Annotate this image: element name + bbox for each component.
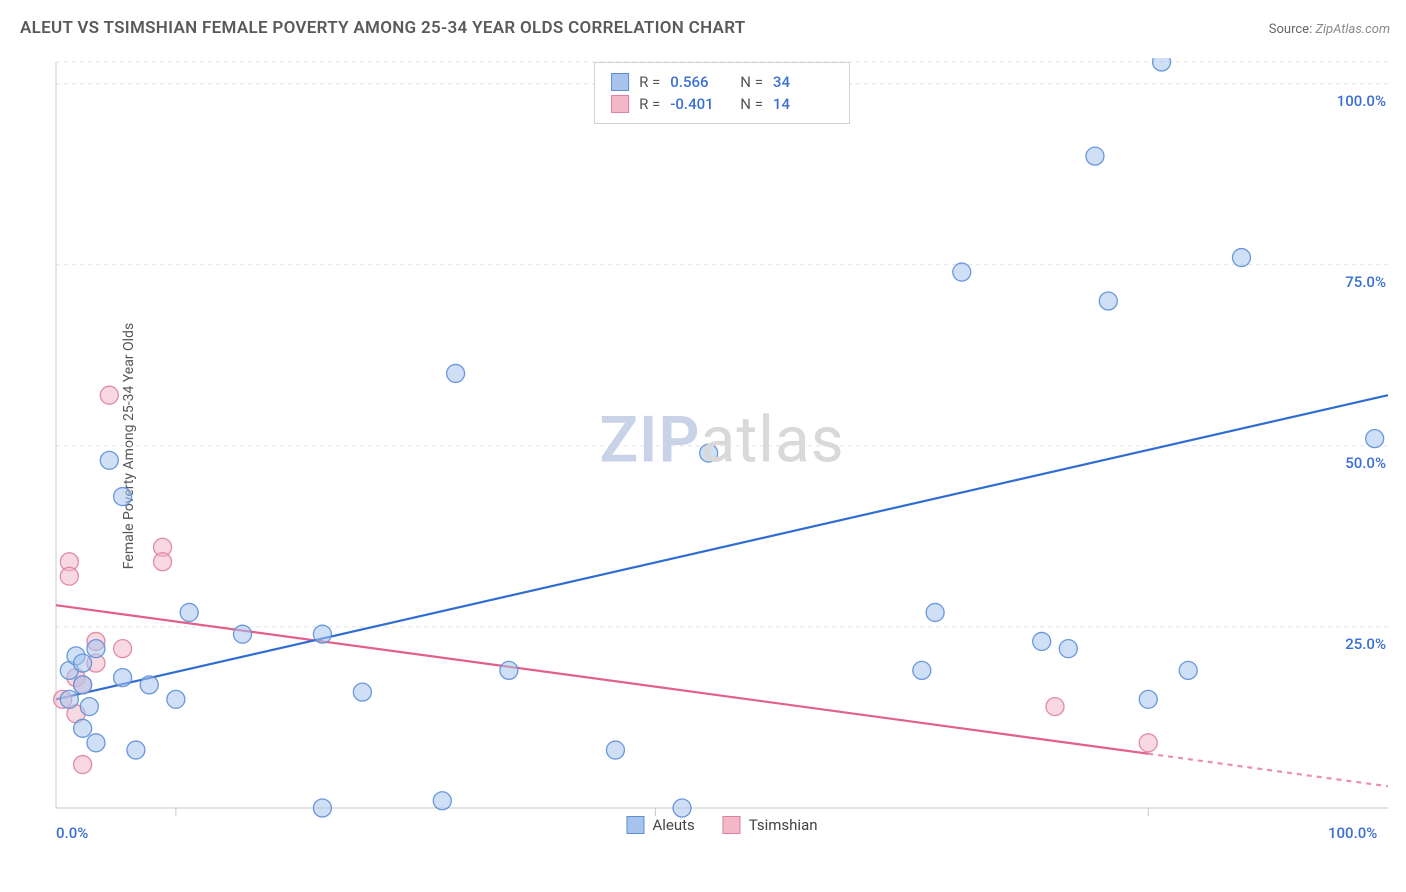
series-legend: Aleuts Tsimshian (626, 816, 817, 834)
legend-swatch (626, 816, 644, 834)
legend-n-value: 34 (773, 73, 833, 91)
correlation-legend: R = 0.566 N = 34 R = -0.401 N = 14 (594, 62, 850, 124)
scatter-plot-svg (52, 58, 1392, 838)
legend-n-label: N = (740, 95, 763, 113)
y-tick-label: 75.0% (1345, 273, 1386, 291)
legend-swatch (723, 816, 741, 834)
y-tick-label: 25.0% (1345, 635, 1386, 653)
legend-r-value: 0.566 (670, 73, 730, 91)
legend-n-value: 14 (773, 95, 833, 113)
legend-r-label: R = (639, 73, 660, 91)
legend-row-tsimshian: R = -0.401 N = 14 (611, 93, 833, 115)
source-attribution: Source: ZipAtlas.com (1269, 22, 1390, 37)
legend-n-label: N = (740, 73, 763, 91)
source-label: Source: (1269, 22, 1316, 37)
series-legend-item-tsimshian: Tsimshian (723, 816, 818, 834)
y-tick-label: 100.0% (1337, 92, 1386, 110)
legend-swatch (611, 95, 629, 113)
legend-swatch (611, 73, 629, 91)
legend-r-label: R = (639, 95, 660, 113)
x-tick-label: 100.0% (1328, 824, 1377, 842)
series-legend-label: Tsimshian (749, 816, 818, 834)
series-legend-item-aleuts: Aleuts (626, 816, 694, 834)
plot-area: ZIPatlas R =0.566N =34R =-0.401N =14 Ale… (52, 58, 1392, 838)
x-tick-label: 0.0% (56, 824, 88, 842)
legend-row-aleuts: R = 0.566 N = 34 (611, 71, 833, 93)
legend-r-value: -0.401 (670, 95, 730, 113)
y-tick-label: 50.0% (1345, 454, 1386, 472)
chart-title: ALEUT VS TSIMSHIAN FEMALE POVERTY AMONG … (20, 18, 746, 38)
series-legend-label: Aleuts (652, 816, 694, 834)
source-value: ZipAtlas.com (1315, 22, 1390, 37)
